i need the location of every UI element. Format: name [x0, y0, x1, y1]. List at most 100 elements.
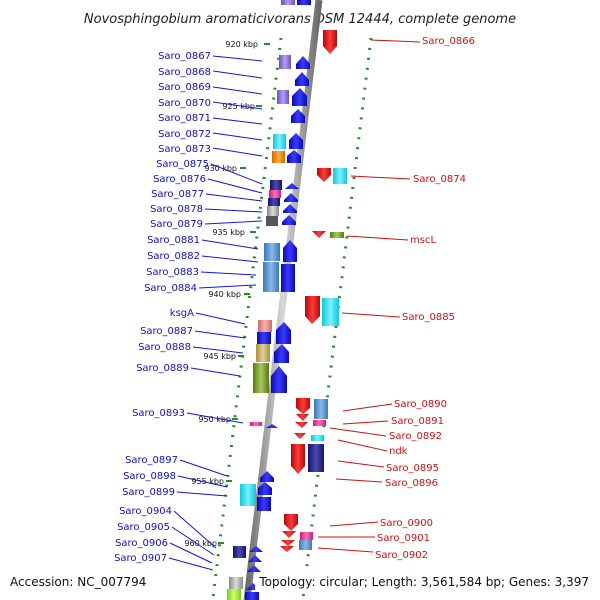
gene-cog-block — [272, 151, 285, 163]
gene-label[interactable]: Saro_0883 — [146, 267, 199, 278]
gene-label[interactable]: Saro_0899 — [122, 487, 175, 498]
tick-label: 960 kbp — [184, 539, 217, 548]
gene-label[interactable]: Saro_0892 — [389, 431, 442, 442]
gene-arrow — [266, 424, 278, 428]
gene-label[interactable]: Saro_0866 — [422, 36, 475, 47]
gene-label[interactable]: Saro_0907 — [114, 553, 167, 564]
gene-arrow — [249, 546, 263, 552]
gene-cog-block — [299, 540, 312, 550]
gene-label[interactable]: Saro_0869 — [158, 82, 211, 93]
gene-arrow — [294, 433, 306, 439]
gene-label[interactable]: Saro_0900 — [380, 518, 433, 529]
gene-cog-block — [268, 198, 280, 206]
gene-label[interactable]: Saro_0876 — [153, 174, 206, 185]
gene-arrow — [287, 150, 301, 163]
gene-arrow — [257, 497, 271, 511]
topology-text: Topology: circular; Length: 3,561,584 bp… — [258, 575, 589, 589]
label-leader-line — [335, 478, 383, 483]
gene-label[interactable]: ndk — [389, 446, 408, 457]
gene-label[interactable]: Saro_0906 — [115, 538, 168, 549]
label-leader-line — [329, 427, 387, 437]
gene-label[interactable]: Saro_0878 — [150, 204, 203, 215]
tick-label: 945 kbp — [203, 352, 236, 361]
gene-label[interactable]: Saro_0887 — [140, 326, 193, 337]
gene-label[interactable]: Saro_0898 — [123, 471, 176, 482]
forward-strand-genes — [227, 0, 311, 600]
label-leader-line — [179, 459, 228, 477]
gene-cog-block — [233, 546, 246, 558]
gene-label[interactable]: Saro_0872 — [158, 129, 211, 140]
gene-label[interactable]: Saro_0874 — [413, 174, 466, 185]
tick-label: 930 kbp — [204, 164, 237, 173]
right-gene-labels: Saro_0866 Saro_0874 mscL Saro_0885 Saro_… — [317, 36, 475, 561]
gene-label[interactable]: Saro_0873 — [158, 144, 211, 155]
gene-label[interactable]: Saro_0895 — [386, 463, 439, 474]
gene-label[interactable]: Saro_0875 — [156, 159, 209, 170]
label-leader-line — [212, 101, 263, 110]
gene-label[interactable]: Saro_0902 — [375, 550, 428, 561]
left-gene-labels: Saro_0867 Saro_0868 Saro_0869 Saro_0870 … — [114, 51, 263, 571]
label-leader-line — [212, 55, 263, 62]
gene-label[interactable]: Saro_0871 — [158, 113, 211, 124]
gene-label[interactable]: Saro_0870 — [158, 98, 211, 109]
gene-label[interactable]: Saro_0881 — [147, 235, 200, 246]
label-leader-line — [210, 163, 263, 185]
gene-label[interactable]: ksgA — [170, 308, 194, 319]
gene-label[interactable]: Saro_0867 — [158, 51, 211, 62]
gene-arrow — [284, 514, 298, 531]
gene-arrow — [297, 0, 311, 5]
gene-arrow — [305, 296, 320, 324]
gene-arrow — [296, 398, 310, 414]
label-leader-line — [342, 403, 393, 412]
gene-label[interactable]: Saro_0885 — [402, 312, 455, 323]
gene-label[interactable]: Saro_0897 — [125, 455, 178, 466]
gene-arrow — [317, 168, 331, 182]
gene-arrow — [284, 193, 298, 202]
gene-cog-block — [330, 232, 344, 238]
label-leader-line — [212, 147, 263, 157]
gene-cog-block — [263, 262, 279, 292]
gene-arrow — [248, 555, 262, 562]
gene-arrow — [291, 109, 305, 123]
label-leader-line — [205, 193, 263, 202]
gene-label[interactable]: Saro_0882 — [147, 251, 200, 262]
label-leader-line — [212, 117, 263, 125]
gene-arrow — [285, 183, 299, 189]
gene-arrow — [247, 565, 261, 572]
gene-cog-block — [264, 243, 280, 261]
gene-arrow — [282, 215, 296, 225]
gene-label[interactable]: Saro_0868 — [158, 67, 211, 78]
label-leader-line — [337, 460, 385, 468]
label-leader-line — [200, 271, 257, 276]
gene-label[interactable]: Saro_0884 — [144, 283, 197, 294]
gene-label[interactable]: Saro_0889 — [136, 363, 189, 374]
gene-label[interactable]: Saro_0888 — [138, 342, 191, 353]
label-leader-line — [168, 557, 214, 571]
label-leader-line — [201, 255, 259, 263]
gene-cog-block — [256, 344, 270, 362]
gene-label[interactable]: Saro_0901 — [377, 533, 430, 544]
gene-cog-block — [311, 435, 324, 441]
gene-label[interactable]: Saro_0891 — [391, 416, 444, 427]
gene-label[interactable]: Saro_0890 — [394, 399, 447, 410]
gene-cog-block — [281, 0, 295, 5]
gene-label[interactable]: Saro_0893 — [132, 408, 185, 419]
gene-label[interactable]: Saro_0877 — [151, 189, 204, 200]
tick-label: 935 kbp — [212, 228, 245, 237]
gene-label[interactable]: Saro_0896 — [385, 478, 438, 489]
gene-label[interactable]: Saro_0904 — [119, 506, 172, 517]
label-leader-line — [341, 312, 401, 318]
gene-label[interactable]: Saro_0879 — [150, 219, 203, 230]
right-dotted-track — [301, 37, 373, 599]
gene-cog-block — [314, 399, 328, 419]
label-leader-line — [342, 420, 389, 425]
gene-label[interactable]: mscL — [410, 235, 436, 246]
label-leader-line — [337, 439, 388, 452]
gene-arrow — [296, 56, 310, 69]
label-leader-line — [201, 239, 259, 250]
gene-cog-block — [257, 332, 271, 344]
label-leader-line — [173, 510, 217, 549]
gene-label[interactable]: Saro_0905 — [117, 522, 170, 533]
label-leader-line — [212, 132, 263, 141]
